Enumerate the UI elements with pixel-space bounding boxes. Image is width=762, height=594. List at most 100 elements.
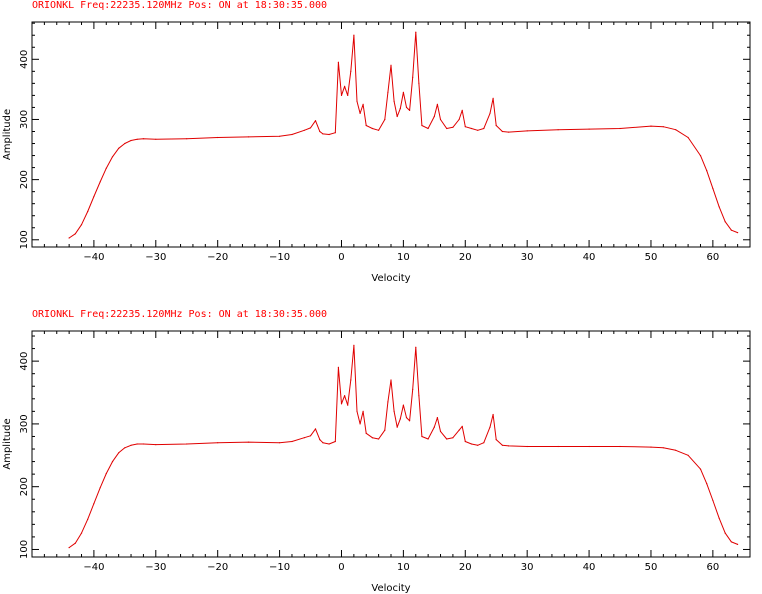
spectrum-point xyxy=(384,429,386,431)
spectrum-point xyxy=(365,124,367,127)
spectrum-point xyxy=(74,542,76,544)
spectrum-point xyxy=(662,126,664,128)
spectrum-point xyxy=(130,139,132,142)
spectrum-point xyxy=(405,417,408,419)
spectrum-point xyxy=(362,103,364,105)
spectrum-point xyxy=(353,34,355,36)
spectrum-point xyxy=(314,428,317,430)
spectrum-point xyxy=(365,432,367,434)
spectrum-point xyxy=(415,31,417,33)
spectrum-point xyxy=(436,103,438,105)
spectrum-point xyxy=(699,468,702,470)
spectrum-point xyxy=(470,127,473,130)
spectrum-point xyxy=(334,132,336,134)
spectrum-point xyxy=(483,127,485,130)
spectrum-point xyxy=(439,430,442,432)
spectrum-point xyxy=(118,147,120,149)
spectrum-point xyxy=(495,439,497,441)
x-axis-label: Velocity xyxy=(371,273,410,284)
spectrum-point xyxy=(217,136,219,139)
spectrum-point xyxy=(458,118,460,121)
spectrum-point xyxy=(402,404,404,406)
spectrum-point xyxy=(526,130,528,132)
spectrum-point xyxy=(353,344,355,346)
spectrum-point xyxy=(130,444,132,446)
x-tick-label: 20 xyxy=(459,252,472,263)
spectrum-point xyxy=(74,233,76,235)
spectrum-point xyxy=(650,446,652,448)
chart-panel-1: ORIONKL Freq:22235.120MHz Pos: ON at 18:… xyxy=(2,0,751,284)
spectrum-point xyxy=(328,133,330,136)
spectrum-point xyxy=(87,210,89,213)
chart-title: ORIONKL Freq:22235.120MHz Pos: ON at 18:… xyxy=(32,0,327,11)
spectrum-point xyxy=(489,112,491,114)
spectrum-point xyxy=(724,221,726,223)
spectrum-point xyxy=(309,435,312,437)
spectrum-point xyxy=(248,136,250,138)
y-tick-label: 300 xyxy=(19,414,30,433)
spectrum-point xyxy=(405,106,408,108)
spectrum-point xyxy=(433,115,435,118)
spectrum-point xyxy=(409,420,411,422)
spectrum-point xyxy=(557,445,559,448)
spectrum-point xyxy=(427,127,429,130)
spectrum-point xyxy=(93,503,95,505)
spectrum-point xyxy=(309,127,312,129)
spectrum-point xyxy=(402,91,404,93)
spectrum-point xyxy=(393,100,395,102)
spectrum-point xyxy=(344,395,346,397)
chart-title: ORIONKL Freq:22235.120MHz Pos: ON at 18:… xyxy=(32,309,327,320)
y-tick-label: 100 xyxy=(19,230,30,249)
spectrum-point xyxy=(492,97,494,99)
x-tick-label: −40 xyxy=(83,562,104,573)
spectrum-point xyxy=(557,129,559,131)
spectrum-point xyxy=(399,418,401,420)
spectrum-point xyxy=(80,532,83,534)
spectrum-point xyxy=(483,442,485,444)
spectrum-point xyxy=(356,410,358,412)
x-tick-label: 60 xyxy=(706,252,719,263)
spectrum-point xyxy=(508,131,510,133)
x-tick-label: −10 xyxy=(269,252,290,263)
x-tick-label: −20 xyxy=(207,252,228,263)
x-axis-label: Velocity xyxy=(371,583,410,594)
spectrum-point xyxy=(303,437,305,439)
spectrum-point xyxy=(155,138,157,140)
x-tick-label: 10 xyxy=(397,562,410,573)
x-tick-label: 20 xyxy=(459,562,472,573)
x-tick-label: −40 xyxy=(83,252,104,263)
spectrum-point xyxy=(662,447,664,449)
spectrum-point xyxy=(387,91,389,93)
spectrum-point xyxy=(111,156,114,158)
spectrum-point xyxy=(248,441,250,443)
y-tick-label: 200 xyxy=(19,477,30,496)
spectrum-line xyxy=(68,344,738,549)
y-tick-label: 200 xyxy=(19,170,30,189)
spectrum-point xyxy=(724,532,726,534)
x-tick-label: 10 xyxy=(397,252,410,263)
spectrum-point xyxy=(334,440,336,443)
spectrum-point xyxy=(718,206,720,208)
spectrum-point xyxy=(328,443,330,445)
spectrum-point xyxy=(501,130,503,133)
spectrum-point xyxy=(396,115,398,118)
spectrum-point xyxy=(737,232,739,234)
spectrum-point xyxy=(124,447,126,449)
spectrum-point xyxy=(675,129,677,131)
x-tick-label: 30 xyxy=(521,562,534,573)
spectrum-point xyxy=(87,518,89,520)
x-tick-label: −10 xyxy=(269,562,290,573)
spectrum-point xyxy=(390,379,392,381)
spectrum-point xyxy=(619,445,621,448)
spectrum-point xyxy=(712,188,714,190)
spectrum-point xyxy=(303,129,305,131)
x-tick-label: 0 xyxy=(338,252,344,263)
spectrum-point xyxy=(347,94,349,96)
spectrum-point xyxy=(588,445,590,448)
spectrum-point xyxy=(356,100,358,102)
spectrum-point xyxy=(418,395,420,397)
spectrum-point xyxy=(111,461,114,463)
spectrum-point xyxy=(105,167,107,169)
spectrum-point xyxy=(80,224,83,226)
spectrum-point xyxy=(291,133,293,136)
